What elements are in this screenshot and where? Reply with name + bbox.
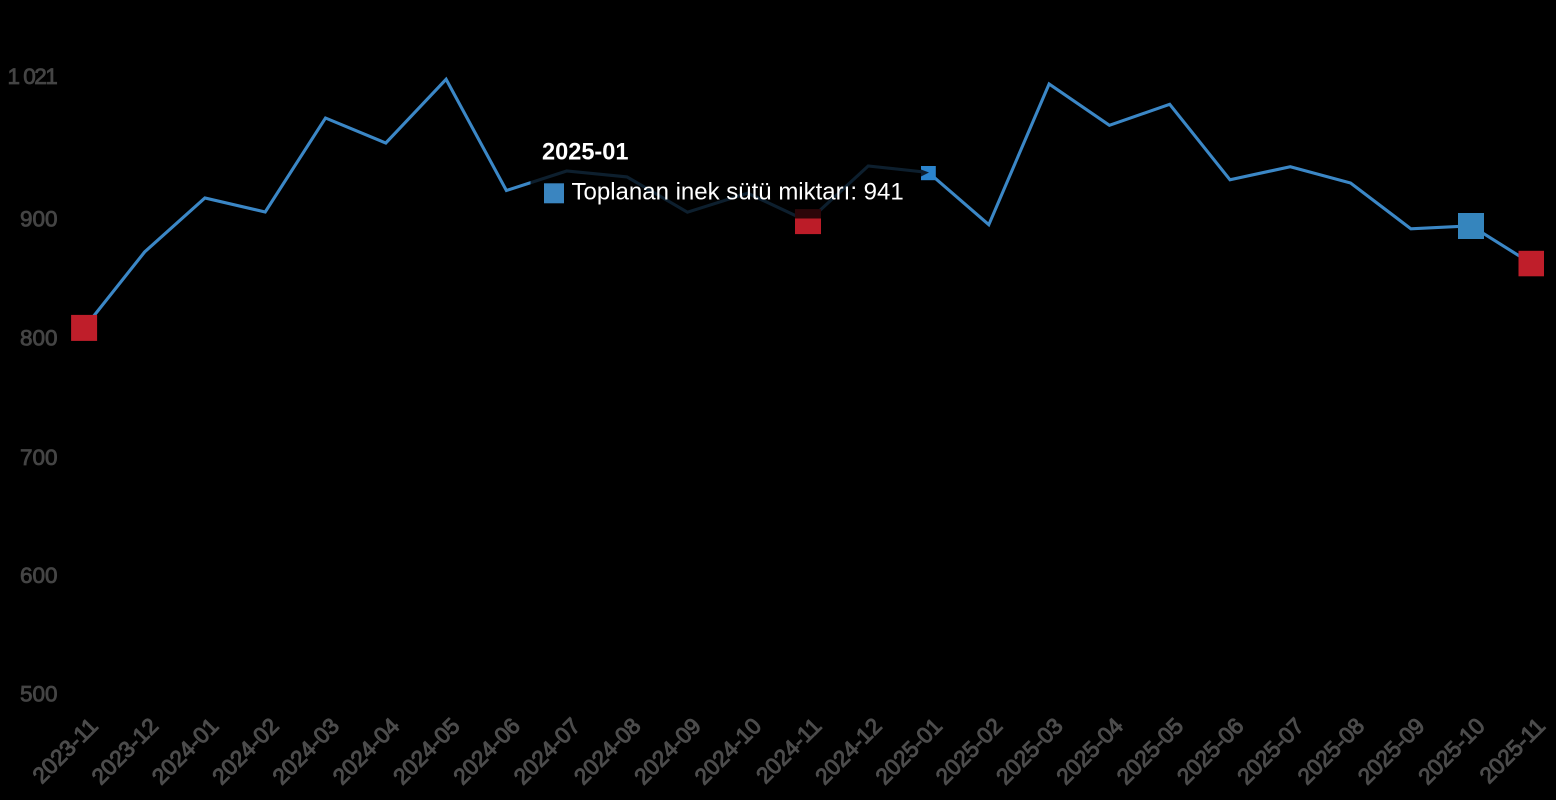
svg-text:1 021: 1 021 <box>7 64 57 89</box>
svg-text:Toplanan inek sütü miktarı: 94: Toplanan inek sütü miktarı: 941 <box>572 178 904 205</box>
svg-text:2025-01: 2025-01 <box>542 139 629 166</box>
svg-text:700: 700 <box>20 445 58 470</box>
svg-text:500: 500 <box>20 681 58 706</box>
svg-text:900: 900 <box>20 207 58 232</box>
svg-text:600: 600 <box>20 563 58 588</box>
svg-text:800: 800 <box>20 325 58 350</box>
